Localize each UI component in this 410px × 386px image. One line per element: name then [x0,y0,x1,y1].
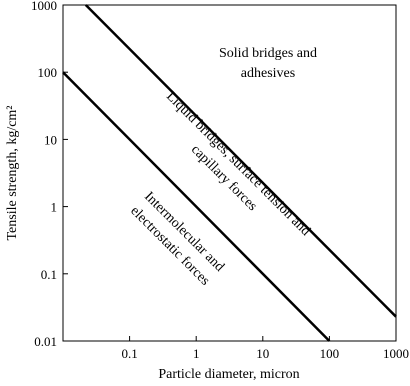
y-tick-label: 100 [38,65,58,80]
annotation-line: Liquid bridges, surface tension and [163,89,313,239]
line [84,4,397,318]
x-tick-label: 1 [193,346,200,361]
annotation-line: adhesives [241,66,295,81]
y-tick-label: 1000 [31,0,57,13]
x-tick-label: 1000 [383,346,409,361]
y-axis-label: Tensile strength, kg/cm² [5,105,20,240]
annotation-line: Solid bridges and [219,46,317,61]
x-tick-label: 100 [320,346,340,361]
line [62,71,331,342]
y-tick-label: 10 [44,132,57,147]
y-tick-label: 0.01 [34,334,57,349]
x-axis-label: Particle diameter, micron [158,367,299,382]
plot-frame [62,4,397,342]
x-tick-label: 10 [256,346,269,361]
annotation: Solid bridges and adhesives [219,46,317,81]
y-tick-label: 1 [51,200,58,215]
y-tick-label: 0.1 [41,267,57,282]
x-tick-label: 0.1 [121,346,137,361]
